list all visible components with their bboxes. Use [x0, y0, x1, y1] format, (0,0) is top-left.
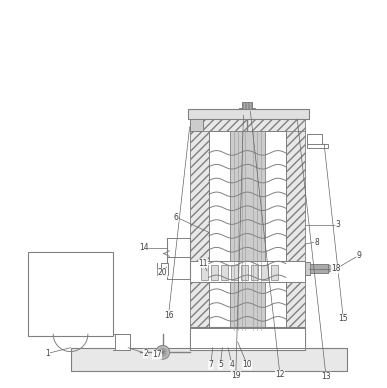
Text: 16: 16 [164, 310, 173, 320]
Bar [211, 265, 218, 281]
Text: 20: 20 [158, 268, 168, 277]
Bar [190, 119, 203, 131]
Bar [241, 265, 248, 281]
Text: 4: 4 [229, 360, 235, 369]
Bar [28, 252, 113, 336]
Text: 5: 5 [218, 360, 223, 369]
Bar [70, 348, 347, 371]
Circle shape [156, 345, 170, 359]
Bar [231, 265, 238, 281]
Bar [221, 265, 228, 281]
Text: 1: 1 [45, 349, 50, 358]
Polygon shape [328, 264, 336, 273]
Bar [190, 329, 209, 350]
Text: 15: 15 [339, 314, 348, 323]
Bar [190, 329, 305, 348]
Bar [190, 111, 305, 131]
Bar [190, 327, 305, 350]
Bar [115, 334, 130, 350]
Bar [161, 263, 168, 275]
Bar [241, 102, 252, 111]
Bar [286, 125, 305, 336]
Text: 10: 10 [243, 360, 252, 369]
Text: 13: 13 [321, 372, 331, 381]
Bar [307, 135, 322, 144]
Bar [190, 261, 305, 282]
Bar [239, 108, 255, 115]
Text: 6: 6 [174, 213, 179, 222]
Bar [271, 265, 278, 281]
Bar [261, 265, 268, 281]
Text: 17: 17 [152, 350, 162, 359]
Bar [190, 125, 209, 336]
Bar [230, 131, 265, 331]
Bar [286, 329, 305, 350]
Bar [70, 348, 347, 371]
Bar [190, 327, 305, 342]
Text: 9: 9 [356, 251, 361, 260]
Text: 3: 3 [335, 220, 340, 229]
Text: 2: 2 [143, 349, 148, 358]
Text: 14: 14 [139, 243, 148, 252]
Text: 12: 12 [275, 370, 285, 379]
Bar [209, 131, 286, 331]
Bar [309, 264, 328, 273]
Text: 7: 7 [208, 360, 213, 369]
Bar [305, 262, 310, 275]
Text: 18: 18 [331, 265, 341, 274]
Text: 19: 19 [231, 371, 241, 380]
Bar [167, 238, 190, 257]
Bar [251, 265, 258, 281]
Text: 8: 8 [314, 237, 319, 246]
Text: 11: 11 [199, 259, 208, 268]
Bar [201, 265, 208, 281]
Bar [199, 332, 297, 342]
Bar [188, 109, 309, 119]
Bar [190, 336, 305, 350]
Bar [307, 144, 328, 148]
Bar [167, 257, 190, 279]
